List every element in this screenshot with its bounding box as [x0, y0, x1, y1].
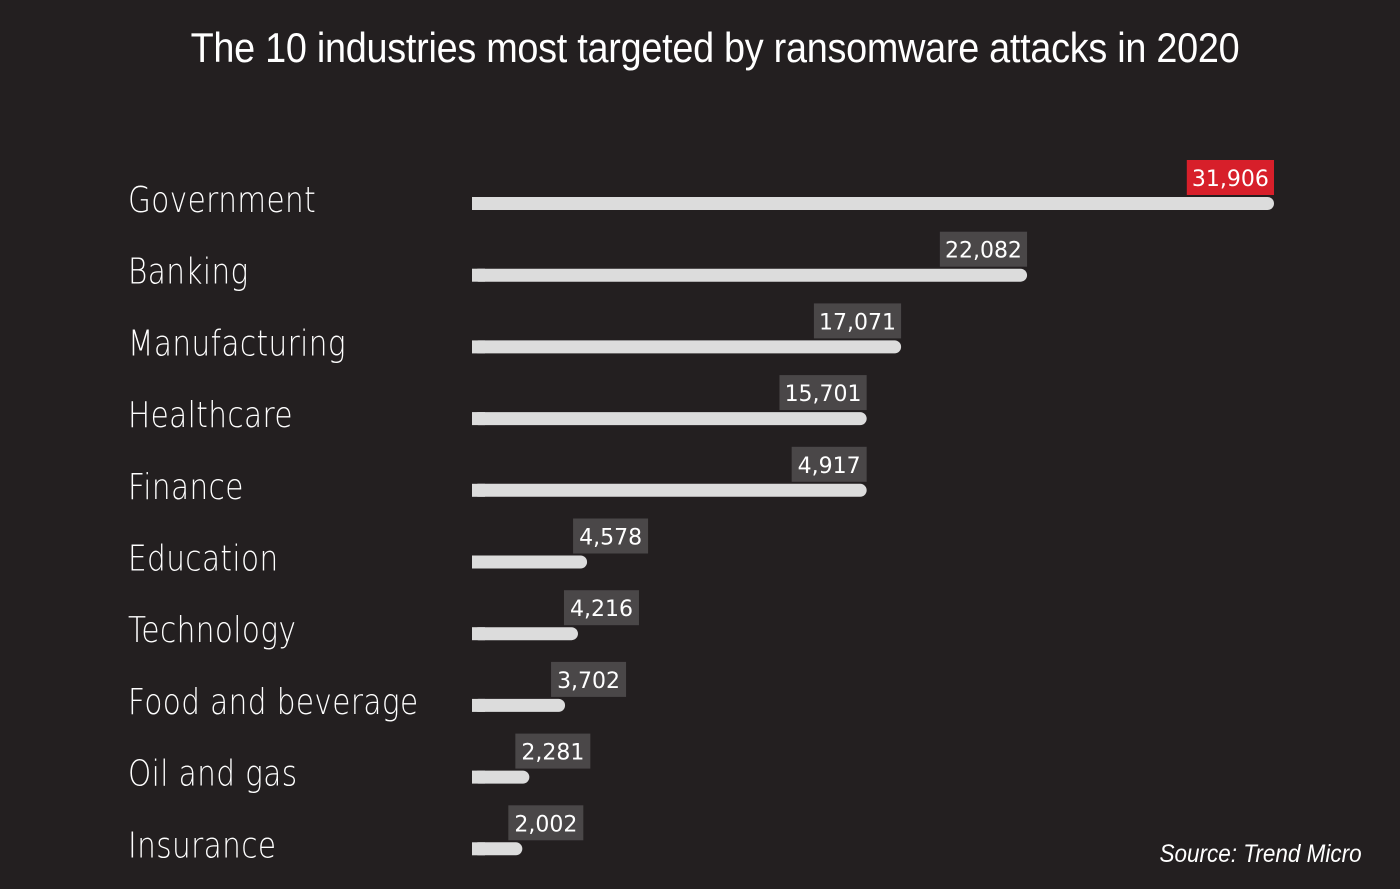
- value-label: 2,281: [521, 741, 584, 766]
- value-label: 31,906: [1192, 167, 1269, 192]
- category-label: Education: [128, 537, 279, 580]
- value-label-box: [813, 303, 902, 339]
- bar: [472, 483, 867, 497]
- bar-left-cap: [472, 627, 485, 641]
- value-label: 4,216: [570, 597, 633, 622]
- bar-left-cap: [472, 268, 485, 282]
- bar-left-cap: [472, 412, 485, 426]
- bar: [472, 340, 902, 354]
- category-label: Oil and gas: [128, 752, 298, 795]
- bar-left-cap: [472, 197, 485, 210]
- bar-left-cap: [472, 340, 485, 354]
- category-label: Healthcare: [128, 393, 293, 436]
- bar: [472, 555, 588, 569]
- value-label: 4,917: [798, 454, 861, 479]
- value-label-box: [791, 446, 867, 482]
- bar-left-cap: [472, 698, 485, 712]
- value-label-box: [779, 375, 867, 411]
- bar: [472, 197, 1274, 210]
- value-label-box: [551, 661, 627, 697]
- category-label: Finance: [128, 465, 244, 508]
- chart-title: The 10 industries most targeted by ranso…: [190, 24, 1240, 71]
- bar: [472, 698, 566, 712]
- source-note: Source: Trend Micro: [1159, 840, 1362, 868]
- value-label: 4,578: [579, 526, 642, 551]
- value-label-box: [939, 231, 1028, 267]
- value-label: 3,702: [557, 669, 620, 694]
- category-label: Technology: [128, 608, 296, 651]
- category-label: Banking: [128, 250, 249, 293]
- category-label: Insurance: [128, 823, 276, 866]
- value-label-box: [563, 590, 639, 626]
- value-label-box: [573, 518, 649, 554]
- bar-left-cap: [472, 842, 485, 856]
- bar-left-cap: [472, 555, 485, 569]
- bar-left-cap: [472, 770, 485, 784]
- category-label: Manufacturing: [128, 321, 346, 364]
- value-label-box: [508, 805, 584, 841]
- bar: [472, 770, 530, 784]
- bar: [472, 412, 867, 426]
- value-label: 17,071: [819, 310, 896, 335]
- category-label: Government: [128, 178, 316, 221]
- bar-left-cap: [472, 483, 485, 497]
- bar: [472, 627, 578, 641]
- category-label: Food and beverage: [128, 680, 419, 723]
- value-label-box: [1186, 160, 1274, 195]
- value-label: 22,082: [945, 239, 1022, 264]
- value-label-box: [515, 733, 591, 769]
- value-label: 2,002: [514, 812, 577, 837]
- bar: [472, 268, 1028, 282]
- value-label: 15,701: [785, 382, 862, 407]
